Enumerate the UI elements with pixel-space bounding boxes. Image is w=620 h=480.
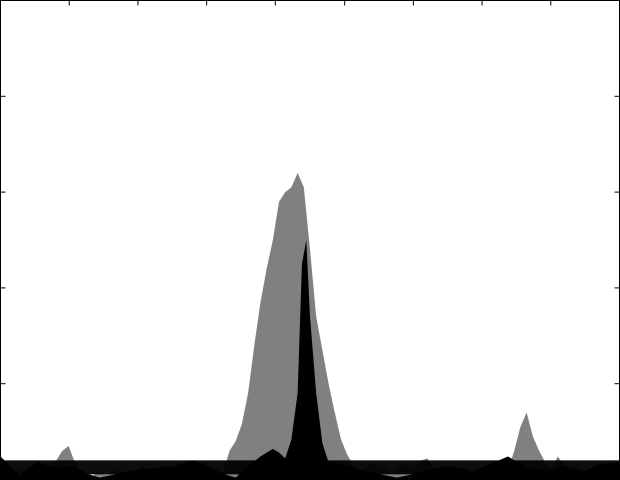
series-layer xyxy=(0,172,620,480)
series-area-2 xyxy=(0,240,620,480)
baseline-band xyxy=(0,460,620,475)
